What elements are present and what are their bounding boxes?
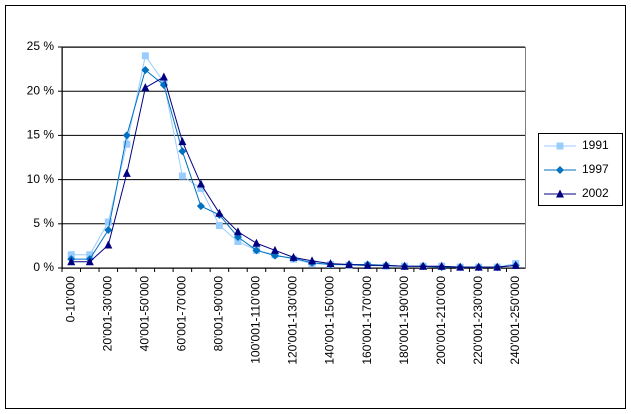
point [215, 222, 223, 230]
x-tick-label: 200'001-210'000 [434, 276, 448, 365]
x-tick-label: 180'001-190'000 [397, 276, 411, 365]
point [437, 261, 446, 270]
legend-label: 1997 [582, 162, 609, 176]
legend-label: 2002 [582, 186, 609, 200]
point [233, 227, 242, 236]
legend-label: 1991 [582, 138, 609, 152]
point [67, 251, 75, 259]
point [252, 238, 261, 247]
point [474, 262, 483, 271]
x-tick-label: 140'001-150'000 [323, 276, 337, 365]
point [104, 218, 112, 226]
point [196, 202, 205, 211]
point [252, 246, 261, 255]
point [326, 259, 335, 268]
point [141, 83, 150, 92]
point [456, 262, 465, 271]
legend-marker [556, 189, 564, 198]
x-tick-label: 240'001-250'000 [508, 276, 522, 365]
point [141, 65, 150, 74]
x-tick-label: 80'001-90'000 [212, 276, 226, 352]
point [141, 52, 149, 60]
point [363, 260, 372, 269]
point [122, 131, 131, 140]
point [493, 262, 502, 271]
x-tick-label: 100'001-110'000 [249, 276, 263, 364]
x-tick-label: 120'001-130'000 [286, 276, 300, 365]
legend-marker [556, 142, 564, 150]
y-tick-label: 25 % [27, 39, 55, 53]
plot-area [62, 47, 526, 269]
y-tick-label: 5 % [33, 216, 54, 230]
y-tick-label: 0 % [33, 260, 54, 274]
x-tick-label: 20'001-30'000 [100, 276, 114, 352]
point [104, 240, 113, 249]
point [178, 172, 186, 180]
x-tick-label: 0-10'000 [63, 276, 77, 323]
x-tick-label: 40'001-50'000 [138, 276, 152, 352]
point [85, 257, 94, 266]
point [197, 184, 205, 192]
point [122, 168, 131, 177]
x-tick-label: 160'001-170'000 [360, 276, 374, 365]
x-tick-label: 60'001-70'000 [175, 276, 189, 352]
point [234, 237, 242, 245]
point [308, 256, 317, 265]
point [104, 225, 113, 234]
y-tick-label: 20 % [27, 83, 55, 97]
point [289, 252, 298, 261]
point [511, 260, 520, 269]
point [123, 140, 131, 148]
x-tick-label: 220'001-230'000 [471, 276, 485, 365]
point [215, 208, 224, 217]
point [178, 137, 187, 146]
point [196, 179, 205, 188]
point [270, 245, 279, 254]
legend-marker [556, 166, 564, 174]
point [345, 259, 354, 268]
point [419, 261, 428, 270]
point [382, 260, 391, 269]
y-tick-label: 10 % [27, 172, 55, 186]
point [86, 251, 94, 259]
point [67, 257, 76, 266]
y-tick-label: 15 % [27, 128, 55, 142]
point [178, 147, 187, 156]
point [400, 261, 409, 270]
point [159, 72, 168, 81]
